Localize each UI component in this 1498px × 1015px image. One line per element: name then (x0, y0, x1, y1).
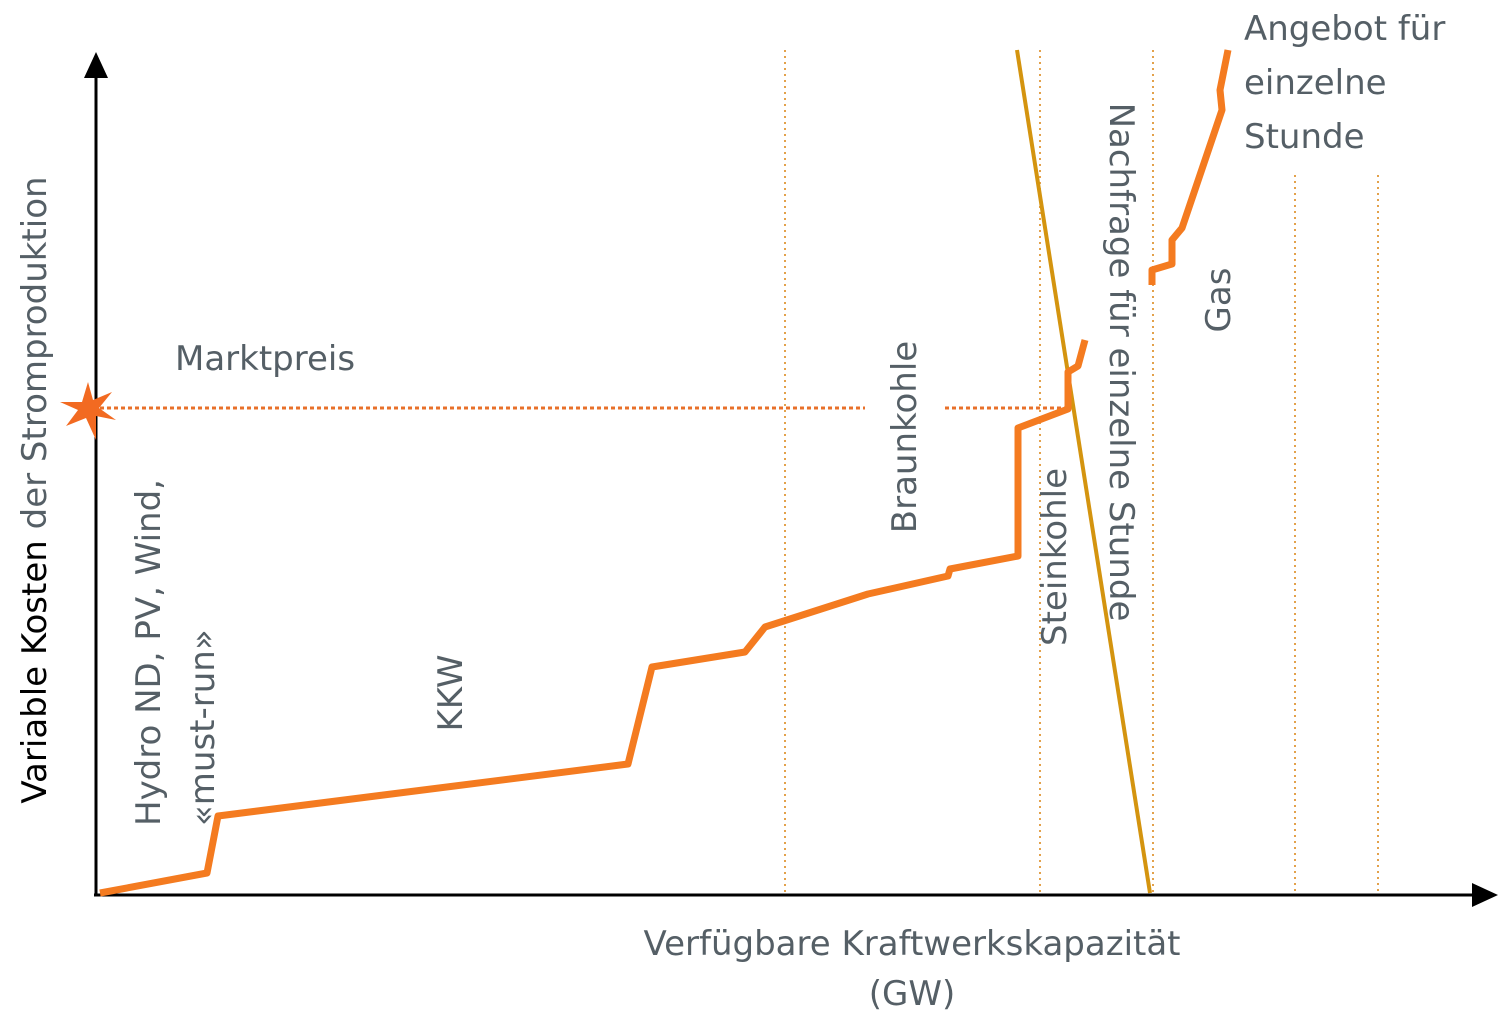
market-price-label: Marktpreis (175, 339, 355, 379)
segment-label: Gas (1199, 268, 1239, 333)
supply-curve (1148, 49, 1232, 285)
price-star (60, 382, 116, 440)
segment-label: KKW (431, 655, 471, 732)
y-axis-label: Variable Kosten der Stromproduktion (15, 176, 55, 803)
supply-curve (99, 339, 1089, 897)
y-arrow (84, 52, 108, 78)
x-axis-label: Verfügbare Kraftwerkskapazität (643, 924, 1180, 964)
supply-label: einzelne (1244, 63, 1387, 103)
supply-label: Angebot für (1244, 9, 1445, 49)
demand-label: Nachfrage für einzelne Stunde (1101, 103, 1141, 622)
segment-label: Braunkohle (885, 341, 925, 533)
y-axis-label-rest: der Stromproduktion (15, 176, 55, 529)
y-axis-label-strong: Variable Kosten (15, 540, 55, 803)
demand-line (1015, 49, 1152, 894)
x-arrow (1472, 883, 1498, 907)
supply-label: Stunde (1244, 117, 1365, 157)
segment-label: «must-run» (183, 629, 223, 826)
x-axis-label: (GW) (869, 974, 956, 1014)
segment-label: Hydro ND, PV, Wind, (129, 479, 169, 826)
segment-label: Steinkohle (1035, 468, 1075, 646)
